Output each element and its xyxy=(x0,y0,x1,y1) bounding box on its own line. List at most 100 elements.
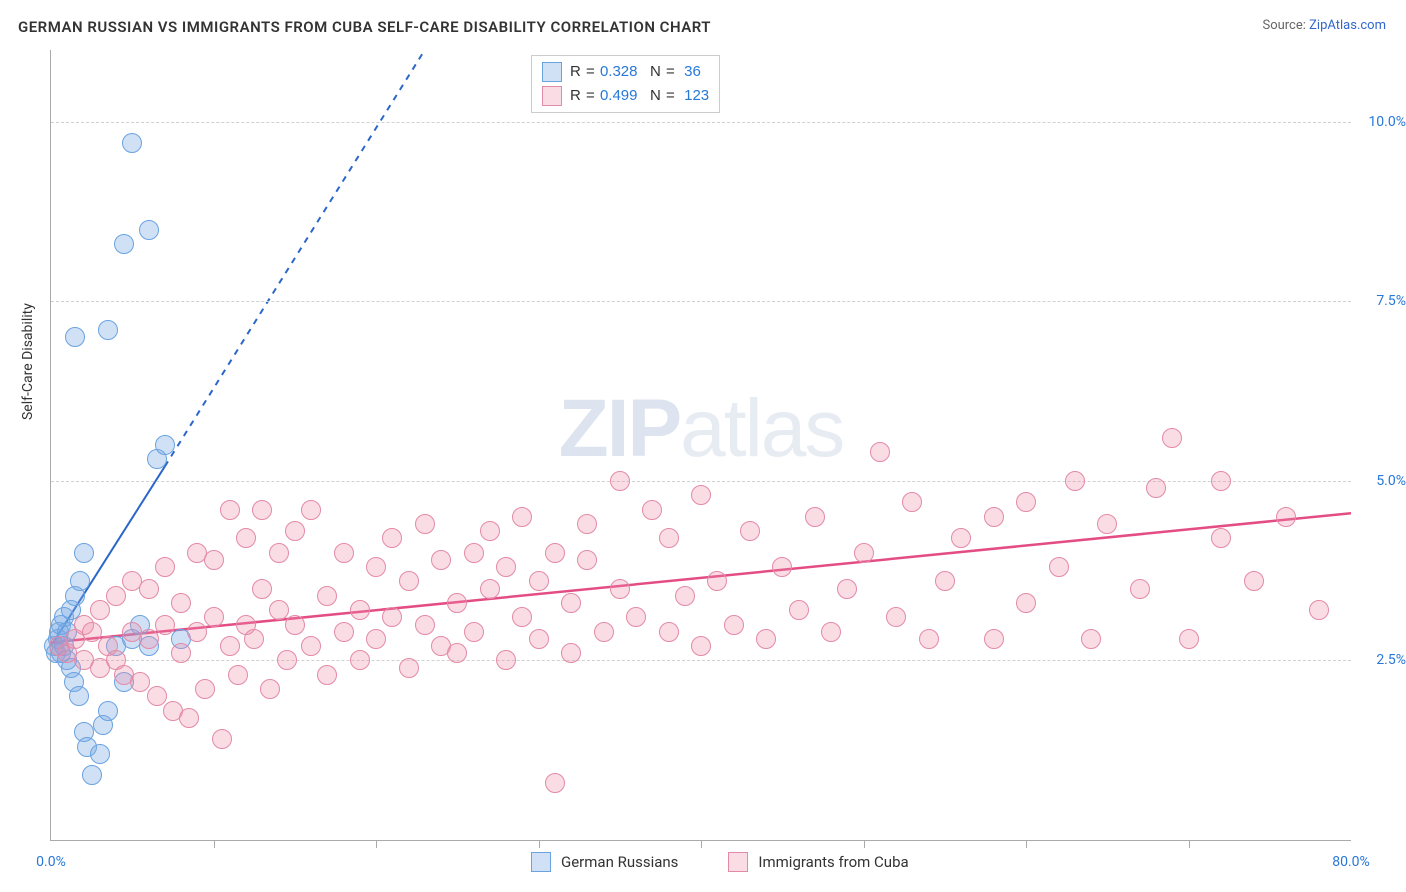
legend-swatch xyxy=(542,86,562,106)
scatter-point xyxy=(82,622,102,642)
scatter-point xyxy=(70,571,90,591)
series-legend: German Russians Immigrants from Cuba xyxy=(531,852,909,872)
gridline-h xyxy=(51,301,1351,302)
scatter-point xyxy=(228,665,248,685)
scatter-point xyxy=(626,607,646,627)
scatter-point xyxy=(610,579,630,599)
scatter-point xyxy=(577,550,597,570)
scatter-point xyxy=(707,571,727,591)
scatter-point xyxy=(155,557,175,577)
scatter-point xyxy=(529,629,549,649)
scatter-point xyxy=(69,686,89,706)
scatter-point xyxy=(1016,593,1036,613)
source-link[interactable]: ZipAtlas.com xyxy=(1309,18,1386,33)
scatter-point xyxy=(220,636,240,656)
scatter-point xyxy=(269,600,289,620)
scatter-point xyxy=(480,521,500,541)
scatter-point xyxy=(350,650,370,670)
scatter-point xyxy=(1276,507,1296,527)
scatter-point xyxy=(74,543,94,563)
scatter-point xyxy=(951,528,971,548)
scatter-point xyxy=(98,320,118,340)
scatter-point xyxy=(529,571,549,591)
scatter-point xyxy=(130,672,150,692)
scatter-point xyxy=(512,607,532,627)
scatter-point xyxy=(366,557,386,577)
scatter-point xyxy=(464,543,484,563)
x-tick-minor xyxy=(864,840,865,848)
stats-legend: R = 0.328 N = 36R = 0.499 N = 123 xyxy=(531,55,720,113)
scatter-point xyxy=(902,492,922,512)
scatter-point xyxy=(724,615,744,635)
x-tick-label: 80.0% xyxy=(1332,854,1370,870)
scatter-point xyxy=(870,442,890,462)
scatter-point xyxy=(301,500,321,520)
scatter-point xyxy=(90,600,110,620)
scatter-point xyxy=(496,557,516,577)
scatter-point xyxy=(106,586,126,606)
stats-legend-row: R = 0.499 N = 123 xyxy=(542,84,709,108)
scatter-point xyxy=(1146,478,1166,498)
y-tick-label: 2.5% xyxy=(1376,652,1406,668)
scatter-point xyxy=(252,579,272,599)
scatter-point xyxy=(642,500,662,520)
scatter-point xyxy=(496,650,516,670)
scatter-point xyxy=(155,615,175,635)
scatter-point xyxy=(399,658,419,678)
scatter-point xyxy=(204,607,224,627)
scatter-point xyxy=(577,514,597,534)
scatter-point xyxy=(789,600,809,620)
source-label: Source: ZipAtlas.com xyxy=(1262,18,1386,33)
scatter-point xyxy=(382,528,402,548)
series-label: German Russians xyxy=(561,853,678,871)
scatter-point xyxy=(1049,557,1069,577)
scatter-point xyxy=(935,571,955,591)
scatter-point xyxy=(1130,579,1150,599)
y-tick-label: 7.5% xyxy=(1376,293,1406,309)
scatter-point xyxy=(122,133,142,153)
scatter-point xyxy=(431,550,451,570)
gridline-h xyxy=(51,122,1351,123)
scatter-point xyxy=(285,521,305,541)
scatter-point xyxy=(90,744,110,764)
scatter-point xyxy=(277,650,297,670)
scatter-point xyxy=(447,643,467,663)
scatter-point xyxy=(772,557,792,577)
scatter-point xyxy=(179,708,199,728)
scatter-point xyxy=(919,629,939,649)
scatter-point xyxy=(171,593,191,613)
scatter-point xyxy=(187,622,207,642)
scatter-point xyxy=(65,327,85,347)
scatter-point xyxy=(98,701,118,721)
scatter-point xyxy=(147,686,167,706)
scatter-point xyxy=(350,600,370,620)
scatter-point xyxy=(204,550,224,570)
scatter-point xyxy=(984,629,1004,649)
scatter-point xyxy=(399,571,419,591)
scatter-point xyxy=(545,773,565,793)
scatter-point xyxy=(1179,629,1199,649)
scatter-point xyxy=(415,514,435,534)
scatter-point xyxy=(1162,428,1182,448)
scatter-point xyxy=(984,507,1004,527)
scatter-point xyxy=(1244,571,1264,591)
scatter-point xyxy=(545,543,565,563)
series-legend-item: Immigrants from Cuba xyxy=(728,852,908,872)
scatter-point xyxy=(561,643,581,663)
stats-legend-row: R = 0.328 N = 36 xyxy=(542,60,709,84)
scatter-point xyxy=(317,586,337,606)
scatter-point xyxy=(691,485,711,505)
scatter-point xyxy=(659,528,679,548)
scatter-point xyxy=(594,622,614,642)
legend-swatch xyxy=(542,62,562,82)
scatter-point xyxy=(171,643,191,663)
scatter-point xyxy=(114,234,134,254)
x-tick-minor xyxy=(1026,840,1027,848)
scatter-point xyxy=(382,607,402,627)
watermark: ZIPatlas xyxy=(559,382,844,476)
scatter-point xyxy=(1081,629,1101,649)
trend-line xyxy=(165,50,425,467)
gridline-h xyxy=(51,660,1351,661)
scatter-point xyxy=(821,622,841,642)
scatter-point xyxy=(1309,600,1329,620)
